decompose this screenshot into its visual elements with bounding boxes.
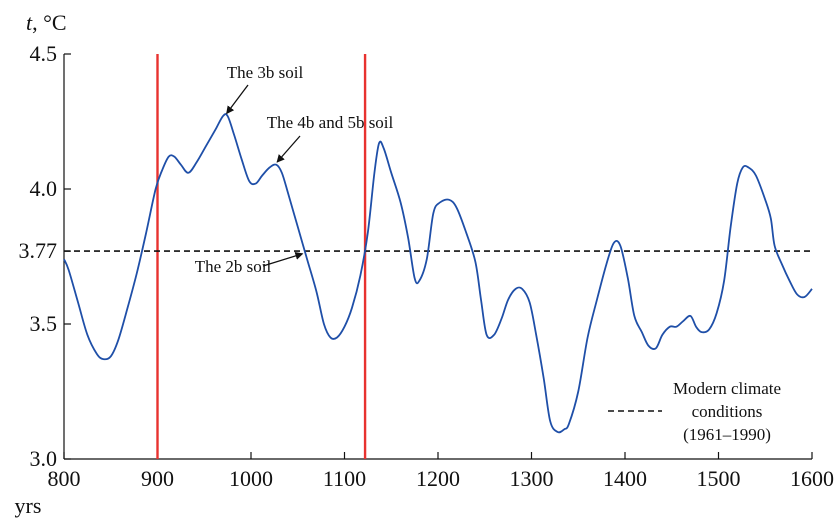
x-tick-label: 1000 — [229, 466, 273, 491]
axes: 800 900 1000 1100 1200 1300 1400 1500 1600 3.0 3.5… — [15, 10, 834, 518]
x-tick-label: 1500 — [697, 466, 741, 491]
annotation-arrow — [276, 135, 301, 163]
x-tick-label: 800 — [48, 466, 81, 491]
annotations: The 3b soil The 4b and 5b soil The 2b soil — [195, 63, 394, 276]
x-tick-label: 1400 — [603, 466, 647, 491]
annotation-arrow — [226, 84, 249, 115]
x-tick-label: 1300 — [510, 466, 554, 491]
legend-line-2: conditions — [692, 402, 763, 421]
legend-line-1: Modern climate — [673, 379, 781, 398]
series-group — [63, 113, 813, 434]
x-tick-label: 1100 — [323, 466, 366, 491]
vertical-markers — [156, 54, 367, 459]
y-axis-title: t, °C — [26, 10, 67, 35]
y-tick-label: 3.5 — [30, 311, 58, 336]
annotation-label: The 4b and 5b soil — [267, 113, 394, 132]
x-tick-label: 1600 — [790, 466, 834, 491]
x-tick-label: 1200 — [416, 466, 460, 491]
annotation-label: The 3b soil — [227, 63, 304, 82]
y-tick-label: 3.77 — [19, 238, 58, 263]
temperature-series-line — [63, 113, 813, 434]
legend-line-3: (1961–1990) — [683, 425, 771, 444]
annotation-label: The 2b soil — [195, 257, 272, 276]
y-axis-title-unit: , °C — [32, 10, 66, 35]
y-tick-label: 4.0 — [30, 176, 58, 201]
annotation-arrow — [262, 252, 304, 267]
y-tick-label: 4.5 — [30, 41, 58, 66]
x-tick-label: 900 — [141, 466, 174, 491]
x-axis-title: yrs — [15, 493, 42, 518]
y-tick-label: 3.0 — [30, 446, 58, 471]
legend: Modern climate conditions (1961–1990) — [608, 379, 781, 444]
y-axis-title-variable: t — [26, 10, 33, 35]
